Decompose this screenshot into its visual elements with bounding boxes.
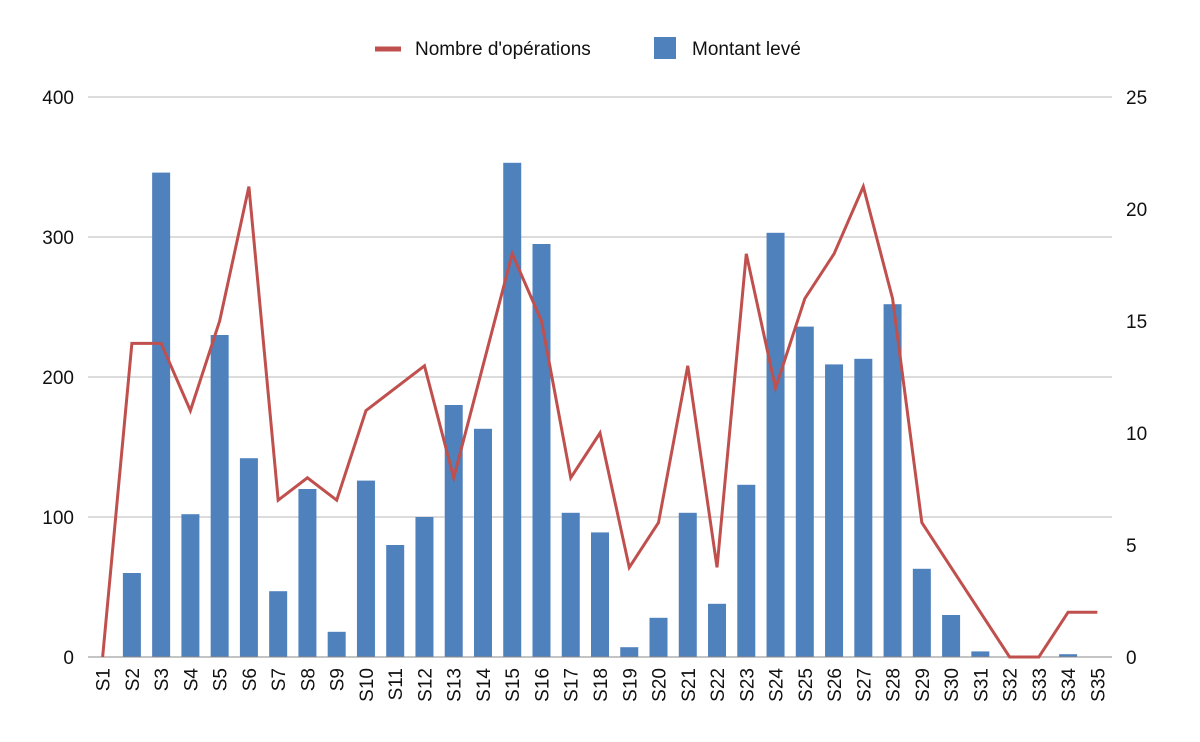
- y-left-tick-label: 0: [63, 648, 74, 669]
- x-tick-label: S13: [445, 668, 466, 702]
- bar: [327, 631, 346, 657]
- legend-label: Montant levé: [692, 39, 801, 60]
- bar: [942, 615, 961, 657]
- bar: [620, 647, 639, 657]
- bar: [971, 651, 990, 657]
- legend-item-bar: Montant levé: [654, 37, 801, 60]
- x-tick-label: S30: [942, 668, 963, 702]
- x-tick-label: S5: [211, 668, 232, 691]
- y-right-tick-label: 20: [1126, 200, 1147, 221]
- x-tick-label: S33: [1030, 668, 1051, 702]
- bar: [1059, 654, 1078, 657]
- x-tick-label: S14: [474, 668, 495, 702]
- x-tick-label: S16: [532, 668, 553, 702]
- bar: [591, 532, 609, 657]
- bar: [444, 405, 463, 657]
- bar: [210, 335, 229, 657]
- bar: [912, 568, 931, 657]
- bar: [854, 358, 873, 657]
- x-tick-label: S27: [854, 668, 875, 702]
- bar: [883, 304, 902, 657]
- bar: [152, 172, 171, 657]
- x-tick-label: S12: [415, 668, 436, 702]
- bar: [503, 162, 522, 658]
- bar: [298, 489, 317, 657]
- x-tick-label: S34: [1059, 668, 1080, 702]
- x-tick-label: S35: [1088, 668, 1109, 702]
- x-tick-label: S7: [269, 668, 290, 691]
- bar: [122, 573, 141, 657]
- x-tick-label: S15: [503, 668, 524, 702]
- y-left-tick-label: 300: [42, 228, 74, 249]
- bar: [473, 428, 492, 657]
- x-tick-label: S22: [708, 668, 729, 702]
- bar: [386, 545, 405, 657]
- bar: [181, 514, 200, 657]
- y-right-tick-label: 15: [1126, 312, 1147, 333]
- bar: [415, 517, 434, 657]
- y-axis-right: 0 5 10 15 20 25: [1126, 88, 1147, 669]
- legend-label: Nombre d'opérations: [415, 39, 591, 60]
- y-right-tick-label: 5: [1126, 536, 1137, 557]
- x-tick-label: S18: [591, 668, 612, 702]
- legend-item-line: Nombre d'opérations: [375, 39, 591, 60]
- x-tick-label: S10: [357, 668, 378, 702]
- legend-swatch-bar: [654, 37, 676, 59]
- y-left-tick-label: 100: [42, 508, 74, 529]
- x-tick-label: S23: [737, 668, 758, 702]
- x-tick-label: S9: [328, 668, 349, 691]
- x-tick-label: S1: [94, 668, 115, 691]
- y-right-tick-label: 0: [1126, 648, 1137, 669]
- x-tick-label: S21: [679, 668, 700, 702]
- x-tick-label: S4: [181, 668, 202, 692]
- x-tick-label: S3: [152, 668, 173, 691]
- bar: [766, 232, 785, 658]
- legend: Nombre d'opérations Montant levé: [375, 37, 801, 60]
- x-tick-label: S6: [240, 668, 261, 691]
- bar: [795, 326, 814, 657]
- bar: [737, 484, 756, 657]
- bar: [239, 458, 258, 657]
- x-tick-label: S32: [1001, 668, 1022, 702]
- x-tick-label: S24: [767, 668, 788, 702]
- x-tick-label: S8: [298, 668, 319, 691]
- y-right-tick-label: 10: [1126, 424, 1147, 445]
- bar: [825, 364, 844, 657]
- bar: [649, 617, 668, 657]
- y-axis-left: 0 100 200 300 400: [42, 88, 74, 669]
- bar-series: [122, 162, 1078, 658]
- bar: [269, 591, 288, 657]
- y-right-tick-label: 25: [1126, 88, 1147, 109]
- x-tick-label: S26: [825, 668, 846, 702]
- x-tick-label: S2: [123, 668, 144, 691]
- x-axis: S1 S2 S3 S4 S5 S6 S7 S8 S9 S10 S11 S12 S13 S14 S15 S16 S…: [94, 668, 1110, 702]
- x-tick-label: S31: [971, 668, 992, 702]
- bar: [678, 512, 697, 657]
- line-points: [102, 186, 1098, 658]
- x-tick-label: S25: [796, 668, 817, 702]
- bar: [561, 512, 580, 657]
- gridlines: [88, 96, 1112, 518]
- x-tick-label: S29: [913, 668, 934, 702]
- bar: [356, 480, 375, 657]
- bar: [708, 603, 727, 657]
- x-tick-label: S17: [562, 668, 583, 702]
- y-left-tick-label: 400: [42, 88, 74, 109]
- x-tick-label: S11: [386, 668, 407, 700]
- y-left-tick-label: 200: [42, 368, 74, 389]
- x-tick-label: S19: [620, 668, 641, 702]
- x-tick-label: S28: [884, 668, 905, 702]
- x-tick-label: S20: [650, 668, 671, 702]
